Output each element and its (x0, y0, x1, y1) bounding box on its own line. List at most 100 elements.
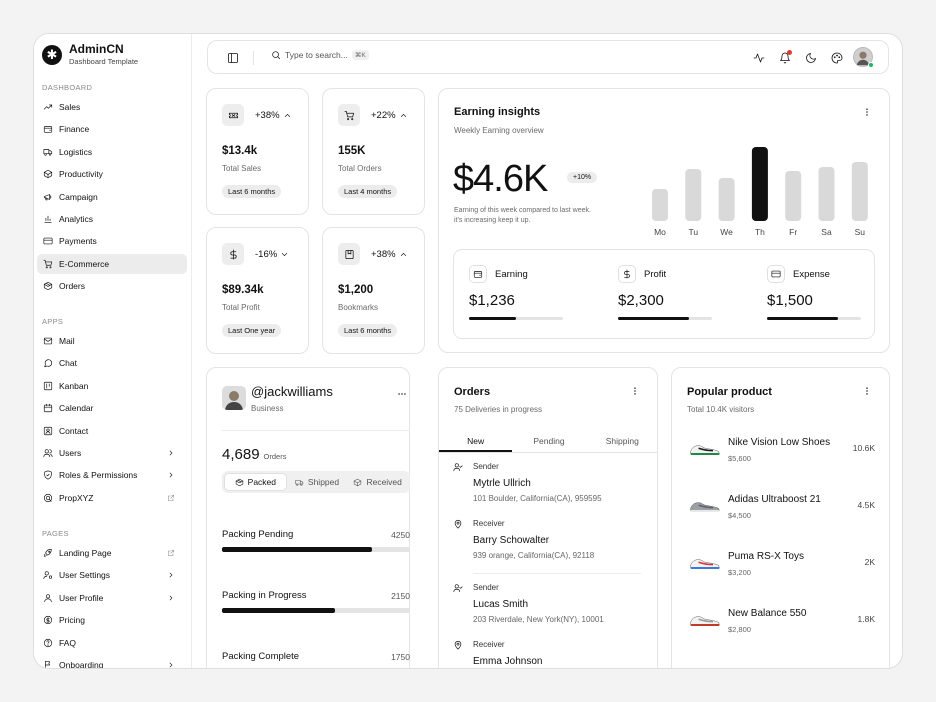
sidebar-item-campaign[interactable]: Campaign (37, 187, 187, 207)
sidebar-item-roles-permissions[interactable]: Roles & Permissions (37, 465, 187, 485)
sidebar-item-label: User Settings (59, 570, 111, 581)
product-row[interactable]: Puma RS-X Toys $3,200 2K (687, 548, 877, 582)
chevron-up-icon (400, 253, 406, 256)
profile-tab-packed[interactable]: Packed (224, 473, 287, 491)
order-entry-receiver[interactable]: Receiver Emma Johnson (453, 640, 643, 668)
sidebar-item-mail[interactable]: Mail (37, 331, 187, 351)
chat-icon (44, 359, 53, 368)
order-entry-sender[interactable]: Sender Lucas Smith 203 Riverdale, New Yo… (453, 583, 643, 624)
chart-bar-mo[interactable] (652, 189, 668, 221)
notifications-button[interactable] (779, 50, 792, 64)
popular-product-card: Popular product Total 10.4K visitors Nik… (671, 367, 890, 668)
profile-tab-received[interactable]: Received (347, 473, 408, 491)
order-name: Emma Johnson (473, 656, 543, 667)
sidebar-item-analytics[interactable]: Analytics (37, 209, 187, 229)
more-vertical-icon[interactable] (862, 107, 872, 117)
search-input[interactable]: Type to search... ⌘K (271, 50, 369, 60)
truck-icon (43, 148, 53, 156)
more-horizontal-icon[interactable] (397, 389, 407, 399)
sidebar-item-calendar[interactable]: Calendar (37, 398, 187, 418)
chart-bar-tu[interactable] (685, 169, 702, 221)
stat-card[interactable]: +38% $1,200 Bookmarks Last 6 months (322, 227, 425, 354)
orders-tab-shipping[interactable]: Shipping (605, 436, 639, 446)
sidebar-item-label: Mail (59, 336, 75, 346)
profile-tab-shipped[interactable]: Shipped (287, 473, 348, 491)
sidebar-item-faq[interactable]: FAQ (37, 633, 187, 653)
sidebar-item-contact[interactable]: Contact (37, 421, 187, 441)
chart-bar-fr[interactable] (785, 171, 802, 221)
stat-value: 155K (338, 145, 366, 157)
help-icon (43, 638, 53, 647)
product-row[interactable]: Adidas Ultraboost 21 $4,500 4.5K (687, 491, 877, 525)
sidebar-item-label: User Profile (59, 592, 104, 603)
kanban-icon (43, 381, 53, 390)
chart-tick-label: We (720, 227, 733, 237)
stat-period: Last One year (222, 324, 282, 337)
sidebar-item-orders[interactable]: Orders (37, 276, 187, 296)
breakdown-icon-box (618, 265, 636, 283)
rocket-icon (43, 548, 52, 557)
product-visitors: 4.5K (857, 500, 876, 510)
sidebar-item-user-settings[interactable]: User Settings (37, 565, 187, 585)
product-row[interactable]: New Balance 550 $2,800 1.8K (687, 605, 877, 639)
sidebar-item-chat[interactable]: Chat (37, 353, 187, 373)
orders-tab-new[interactable]: New (439, 431, 513, 452)
order-name: Lucas Smith (473, 599, 529, 610)
sidebar-item-users[interactable]: Users (37, 443, 187, 463)
order-entry-receiver[interactable]: Receiver Barry Schowalter 939 orange, Ca… (453, 519, 643, 560)
weekly-earning-chart: Mo Tu We Th Fr Sa Su (652, 147, 868, 237)
wallet-icon (43, 126, 53, 134)
sidebar-toggle-icon[interactable] (227, 52, 239, 64)
chart-bar-sa[interactable] (818, 167, 835, 221)
stat-icon-box (338, 104, 360, 126)
sidebar-item-propxyz[interactable]: PropXYZ (37, 488, 187, 508)
sidebar-item-user-profile[interactable]: User Profile (37, 588, 187, 608)
chart-bar-th[interactable] (751, 147, 768, 221)
sidebar-item-onboarding[interactable]: Onboarding (37, 655, 187, 669)
breakdown-progress (767, 317, 861, 320)
sidebar-item-logistics[interactable]: Logistics (37, 142, 187, 162)
sidebar-item-label: Onboarding (59, 660, 104, 669)
sidebar-item-label: Contact (59, 425, 89, 436)
search-icon (272, 51, 281, 60)
profile-avatar (222, 386, 246, 410)
breakdown-profit: Profit $2,300 (618, 265, 712, 320)
sidebar-item-pricing[interactable]: Pricing (37, 610, 187, 630)
sender-icon (453, 463, 463, 472)
product-price: $3,200 (728, 568, 751, 577)
more-vertical-icon[interactable] (862, 386, 872, 396)
orders-card: Orders 75 Deliveries in progress New Pend… (438, 367, 658, 668)
box-icon (43, 170, 53, 179)
orders-tab-pending[interactable]: Pending (533, 436, 565, 446)
packing-label: Packing Pending (222, 529, 294, 540)
user-avatar[interactable] (853, 47, 874, 68)
sidebar-item-sales[interactable]: Sales (37, 97, 187, 117)
order-entry-sender[interactable]: Sender Mytrle Ullrich 101 Boulder, Calif… (453, 462, 643, 503)
packing-value: 4250 (391, 529, 410, 540)
sidebar-item-kanban[interactable]: Kanban (37, 376, 187, 396)
packing-bar (222, 547, 410, 552)
chevron-up-icon (284, 114, 290, 117)
stat-card[interactable]: +38% $13.4k Total Sales Last 6 months (206, 88, 309, 215)
sidebar-item-label: Analytics (59, 214, 94, 224)
sidebar-item-productivity[interactable]: Productivity (37, 164, 187, 184)
chart-bar-we[interactable] (718, 178, 735, 221)
chart-bar-su[interactable] (851, 162, 868, 221)
sidebar-item-e-commerce[interactable]: E-Commerce (37, 253, 187, 274)
product-row[interactable]: Nike Vision Low Shoes $5,600 10.6K (687, 434, 877, 468)
stat-card[interactable]: +22% 155K Total Orders Last 4 months (322, 88, 425, 215)
brand[interactable]: ✱ AdminCN Dashboard Template (42, 42, 138, 67)
sidebar-item-finance[interactable]: Finance (37, 119, 187, 139)
moon-icon[interactable] (805, 52, 817, 64)
user-icon (44, 594, 52, 602)
order-address: 939 orange, California(CA), 92118 (473, 551, 595, 560)
shoe-icon (690, 502, 720, 512)
chart-tick-label: Su (855, 227, 866, 237)
sidebar-item-payments[interactable]: Payments (37, 231, 187, 251)
product-name: New Balance 550 (728, 608, 807, 619)
more-vertical-icon[interactable] (630, 386, 640, 396)
palette-icon[interactable] (831, 52, 843, 64)
sidebar-item-landing-page[interactable]: Landing Page (37, 543, 187, 563)
activity-icon[interactable] (753, 52, 765, 64)
stat-card[interactable]: -16% $89.34k Total Profit Last One year (206, 227, 309, 354)
